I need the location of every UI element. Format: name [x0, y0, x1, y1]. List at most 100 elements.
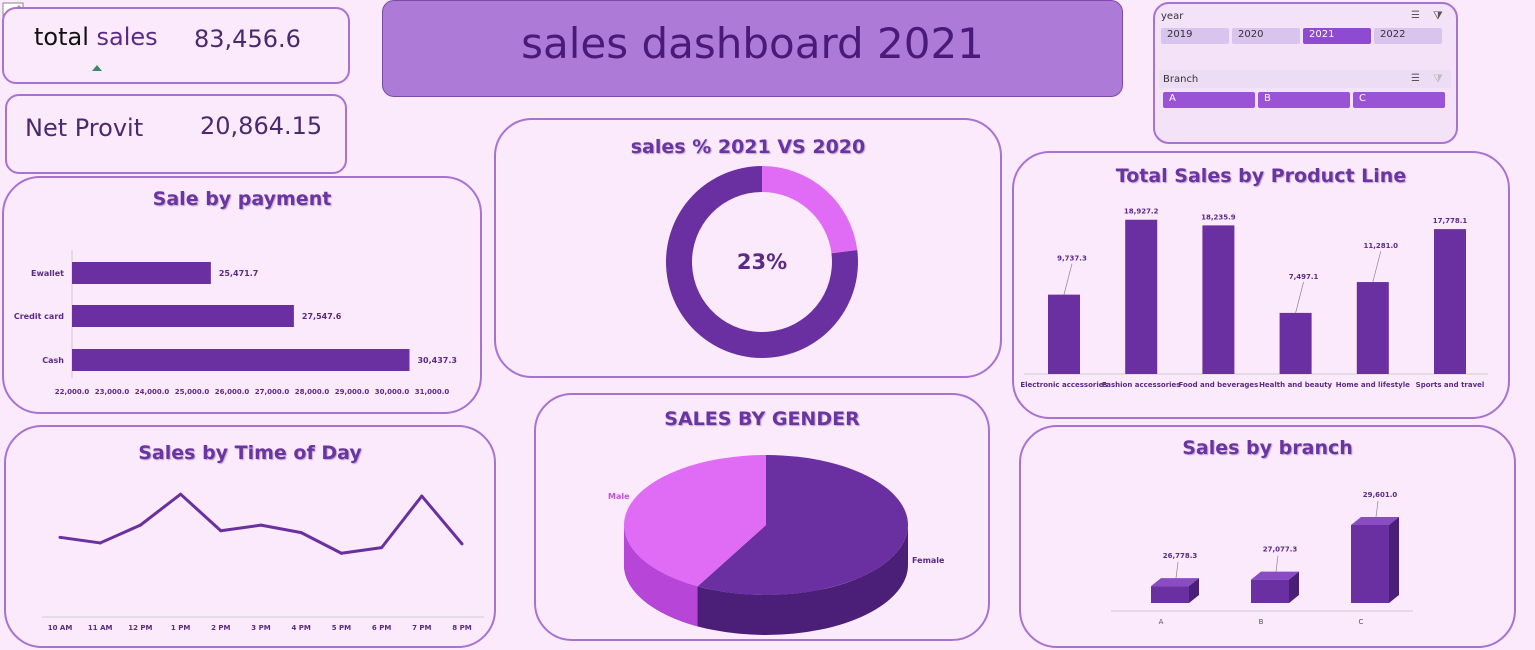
slice-label: Male [608, 492, 630, 501]
total-sales-label: total sales [34, 23, 158, 51]
sales-comparison-card: sales % 2021 VS 2020 23% [494, 118, 1002, 378]
tick-label: 4 PM [291, 624, 310, 632]
data-point [380, 546, 384, 550]
category-label: Food and beverages [1178, 381, 1258, 389]
branch-slicer-band [1159, 70, 1451, 88]
value-label: 27,077.3 [1263, 546, 1298, 554]
center-label: 23% [737, 250, 787, 274]
data-point [420, 494, 424, 498]
tick-label: 26,000.0 [215, 388, 250, 396]
tick-label: 24,000.0 [135, 388, 170, 396]
bar-side [1289, 571, 1299, 603]
value-label: 11,281.0 [1364, 242, 1399, 250]
tick-label: 30,000.0 [375, 388, 410, 396]
value-label: 18,235.9 [1201, 213, 1236, 221]
page-title: sales dashboard 2021 [521, 19, 984, 68]
slice-label: Female [912, 556, 945, 565]
leader-line [1295, 281, 1304, 313]
donut-chart: 23% [666, 166, 858, 358]
category-label: Health and beauty [1259, 381, 1332, 389]
bar [72, 349, 410, 371]
category-label: Ewallet [31, 269, 64, 278]
tick-label: 5 PM [332, 624, 351, 632]
category-label: Credit card [14, 312, 64, 321]
value-label: 27,547.6 [302, 312, 342, 321]
payment-bar-chart: Ewallet 25,471.7 Credit card 27,547.6 Cash 30… [14, 250, 457, 396]
data-point [259, 523, 263, 527]
branch-slicer-item[interactable]: A [1163, 92, 1255, 108]
net-profit-card: Net Provit 20,864.15 [5, 94, 347, 174]
donut-slice [762, 166, 858, 254]
value-label: 9,737.3 [1057, 255, 1087, 263]
data-point [219, 529, 223, 533]
net-profit-label: Net Provit [25, 114, 144, 142]
bar [72, 262, 211, 284]
total-sales-card: total sales 83,456.6 [2, 7, 350, 84]
chart-title: sales % 2021 VS 2020 [630, 136, 866, 158]
bar-side [1189, 578, 1199, 603]
bar-top [1351, 516, 1399, 525]
year-slicer-item[interactable]: 2019 [1161, 28, 1229, 44]
clear-filter-icon[interactable]: ⧩ [1433, 72, 1443, 85]
year-slicer-title: year [1161, 11, 1184, 22]
leader-line [1175, 562, 1179, 579]
year-slicer-item[interactable]: 2022 [1374, 28, 1442, 44]
chart-title: Total Sales by Product Line [1115, 165, 1407, 187]
chart-title: Sales by branch [1182, 437, 1353, 459]
tick-label: 29,000.0 [335, 388, 370, 396]
total-sales-value: 83,456.6 [194, 25, 301, 53]
bar [1048, 294, 1080, 374]
multi-select-icon[interactable]: ☰ [1411, 10, 1420, 21]
tick-label: 11 AM [88, 624, 113, 632]
value-label: 18,927.2 [1124, 208, 1159, 216]
clear-filter-icon[interactable]: ⧩ [1433, 9, 1443, 22]
value-label: 7,497.1 [1289, 273, 1319, 281]
value-label: 25,471.7 [219, 269, 258, 278]
category-label: Home and lifestyle [1336, 381, 1410, 389]
value-label: 26,778.3 [1163, 552, 1198, 560]
pie-slice [697, 455, 908, 595]
value-label: 29,601.0 [1363, 491, 1398, 499]
leader-line [1372, 250, 1382, 283]
category-label: Sports and travel [1416, 381, 1485, 389]
data-point [179, 492, 183, 496]
year-slicer-item[interactable]: 2021 [1303, 28, 1371, 44]
tick-label: 12 PM [128, 624, 152, 632]
branch-slicer-item[interactable]: C [1353, 92, 1445, 108]
leader-line [1375, 500, 1379, 518]
chart-title: Sale by payment [152, 188, 332, 210]
multi-select-icon[interactable]: ☰ [1411, 73, 1420, 84]
data-point [58, 535, 62, 539]
net-profit-value: 20,864.15 [200, 112, 323, 140]
value-label: 17,778.1 [1433, 217, 1468, 225]
bar-side [1389, 516, 1399, 603]
caret-up-icon [92, 65, 102, 71]
data-point [98, 541, 102, 545]
gender-pie-chart: Male Female [608, 455, 945, 635]
data-point [299, 531, 303, 535]
branch-slicer-item[interactable]: B [1258, 92, 1350, 108]
chart-title: Sales by Time of Day [138, 442, 362, 464]
year-slicer-item[interactable]: 2020 [1232, 28, 1300, 44]
category-label: Cash [42, 356, 64, 365]
data-point [460, 542, 464, 546]
dashboard-title-banner: sales dashboard 2021 [382, 0, 1123, 97]
tick-label: 25,000.0 [175, 388, 210, 396]
tick-label: 7 PM [412, 624, 431, 632]
bar [1202, 225, 1235, 374]
category-label: Fashion accessories [1102, 381, 1181, 389]
branch-bar-chart: 26,778.3 A 27,077.3 B 29,601.0 C [1111, 491, 1413, 626]
bar [1251, 579, 1289, 603]
leader-line [1275, 555, 1279, 572]
data-point [339, 551, 343, 555]
pie-slice [624, 455, 766, 587]
bar [1125, 219, 1158, 374]
tick-label: 22,000.0 [55, 388, 90, 396]
sale-by-payment-card: Sale by payment Ewallet 25,471.7 Credit ca… [2, 176, 482, 414]
bar [1356, 282, 1389, 374]
tick-label: 3 PM [251, 624, 270, 632]
branch-slicer-title: Branch [1163, 74, 1199, 85]
category-label: B [1259, 618, 1264, 626]
tick-label: 28,000.0 [295, 388, 330, 396]
tick-label: 2 PM [211, 624, 230, 632]
